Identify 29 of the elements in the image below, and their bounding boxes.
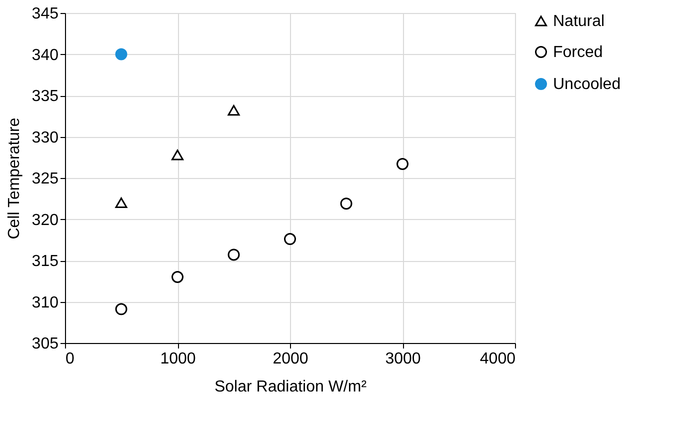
legend-label: Forced — [553, 44, 603, 61]
y-tick-label: 315 — [32, 253, 59, 270]
x-tick-label: 2000 — [272, 350, 308, 368]
y-tick-label: 335 — [32, 88, 59, 105]
point — [396, 158, 408, 170]
x-tick-label: 4000 — [480, 350, 516, 368]
point — [284, 233, 296, 246]
legend-label: Natural — [553, 13, 605, 30]
y-axis-title: Cell Temperature — [6, 118, 23, 240]
y-tick-label: 330 — [32, 129, 59, 146]
legend-label: Uncooled — [553, 76, 621, 93]
x-axis-title: Solar Radiation W/m² — [214, 378, 368, 396]
point — [172, 150, 184, 160]
y-tick-label: 345 — [32, 6, 59, 22]
y-tick-label: 310 — [32, 294, 59, 312]
x-tick-label: 0 — [66, 350, 74, 368]
x-tick-label: 3000 — [385, 350, 421, 368]
y-tick-label: 325 — [32, 170, 59, 188]
point — [115, 197, 128, 208]
point — [228, 105, 240, 116]
point — [172, 271, 184, 283]
point — [228, 248, 240, 261]
y-tick-label: 305 — [32, 336, 59, 352]
point — [340, 198, 352, 210]
x-tick-label: 1000 — [160, 350, 196, 368]
point — [115, 303, 128, 316]
point — [115, 48, 128, 60]
y-tick-label: 320 — [32, 212, 59, 229]
y-tick-label: 340 — [32, 46, 59, 64]
